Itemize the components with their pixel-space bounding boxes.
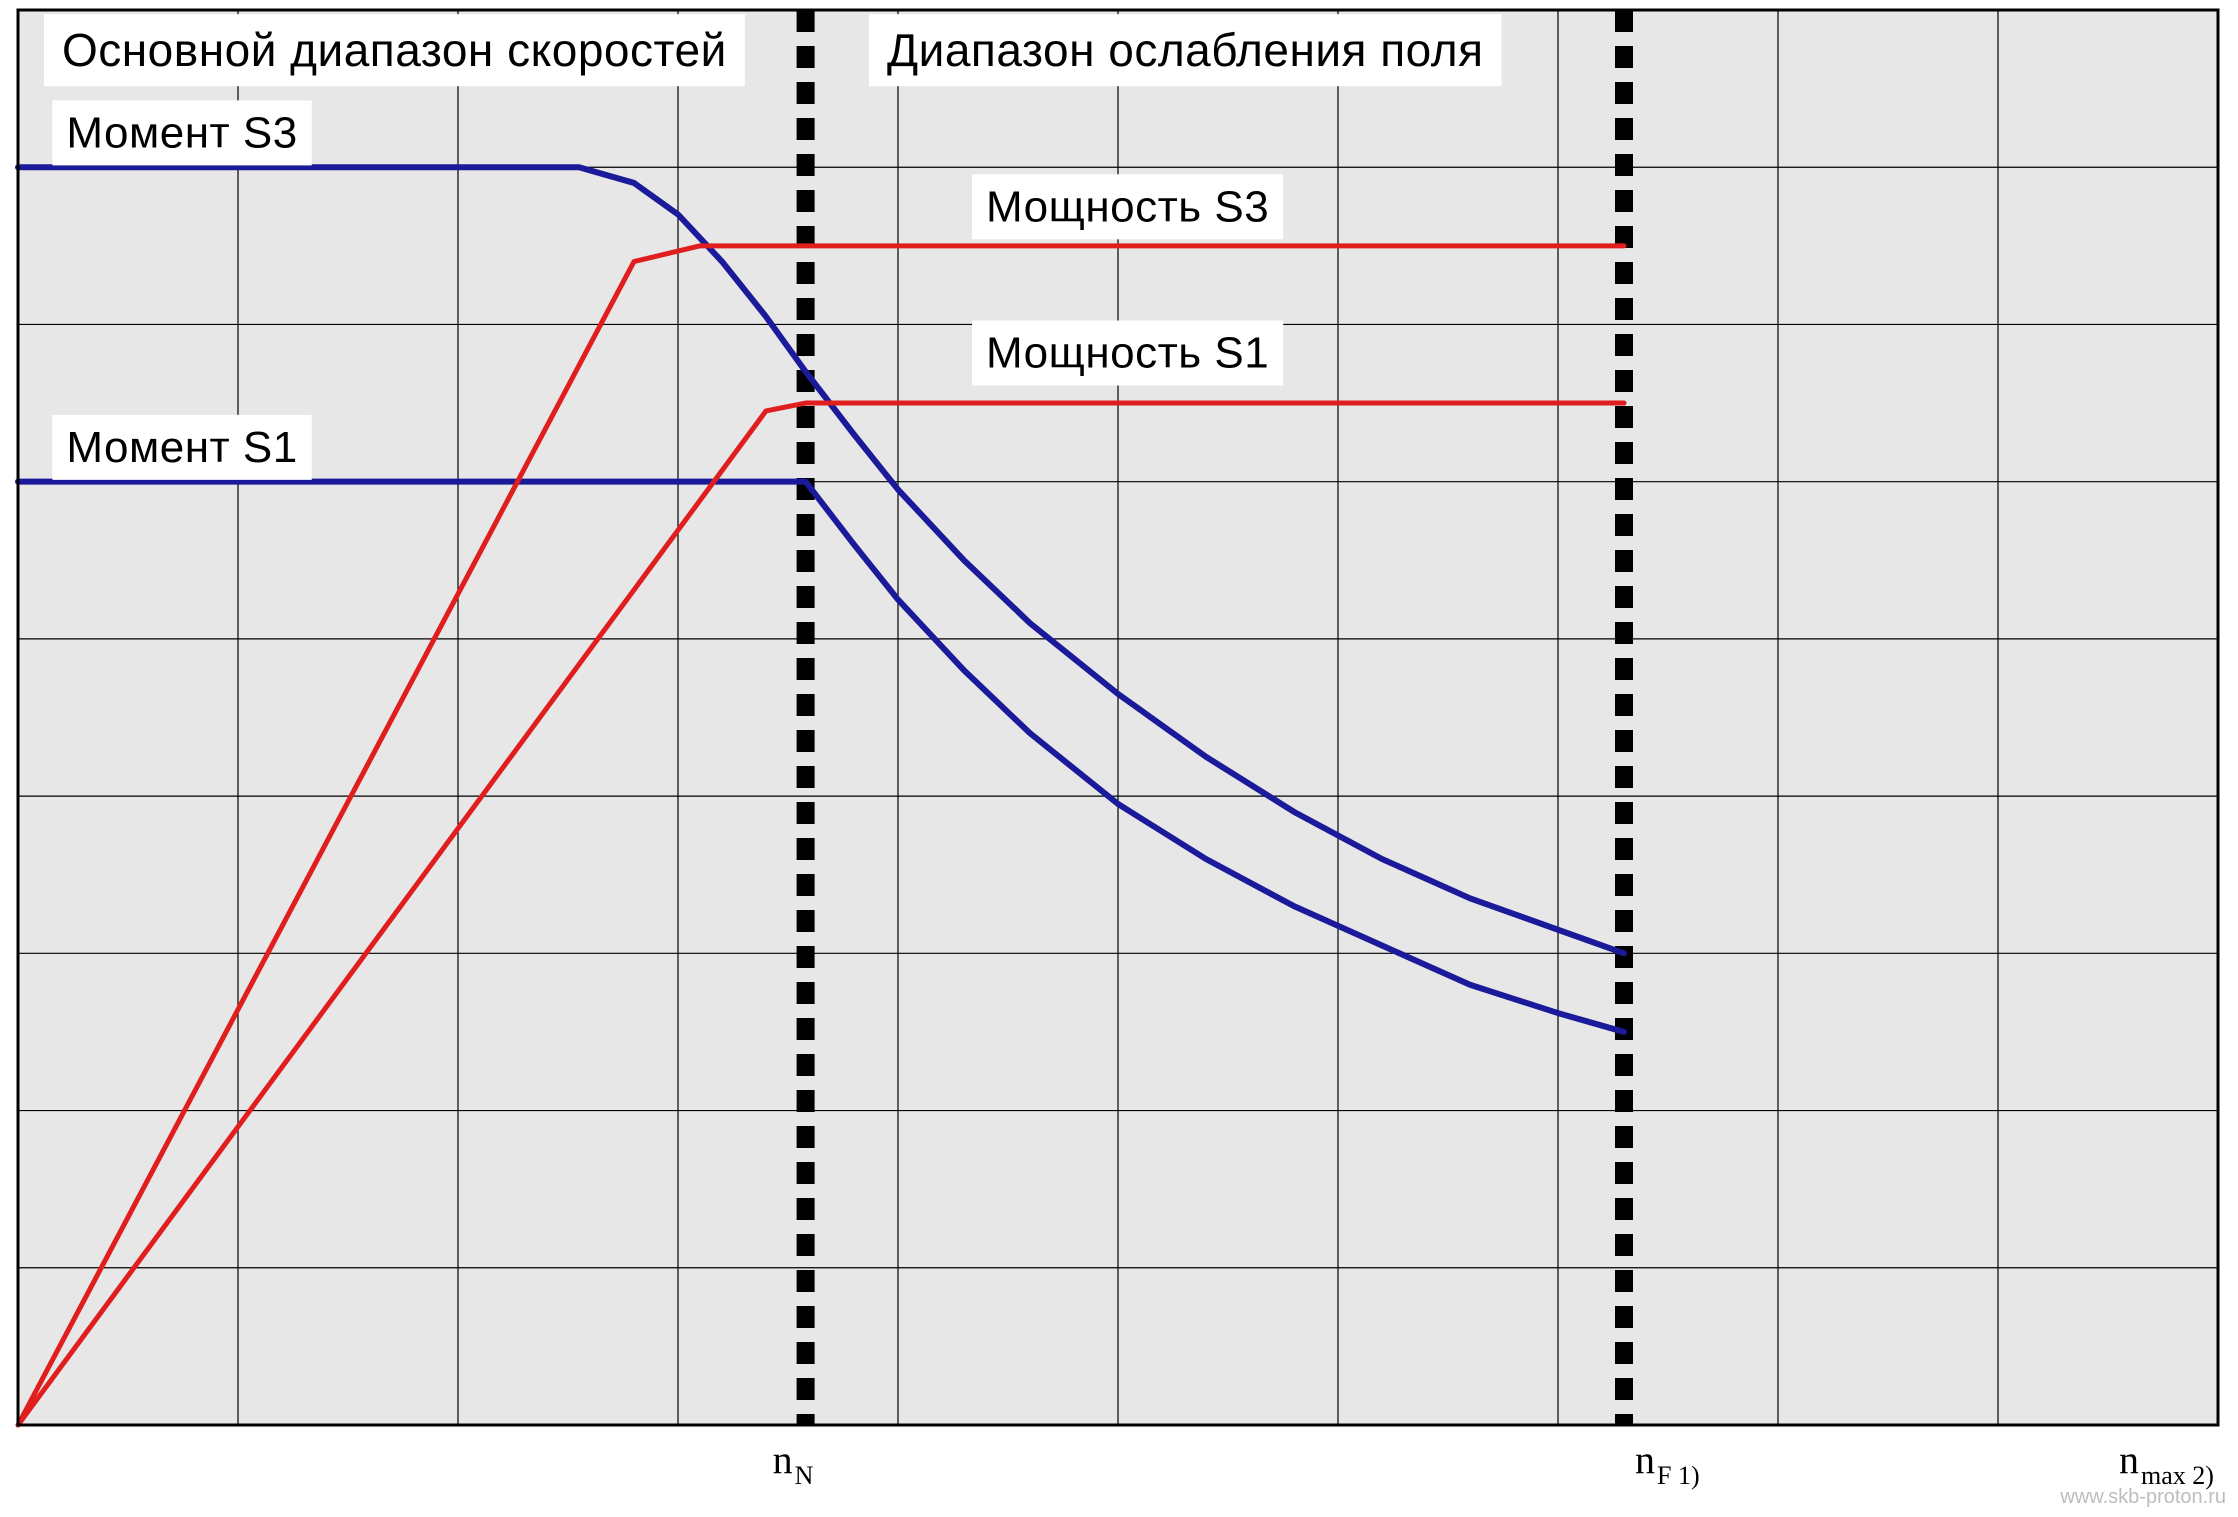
motor-characteristic-chart: Основной диапазон скоростей Диапазон осла…	[0, 0, 2238, 1517]
moment-s3-label: Момент S3	[52, 100, 311, 165]
main-range-title: Основной диапазон скоростей	[44, 14, 745, 86]
n-max-label: nmax 2)	[2119, 1437, 2214, 1490]
n-N-label: nN	[773, 1437, 814, 1490]
moment-s3-label-text: Момент S3	[66, 108, 297, 157]
chart-container: Основной диапазон скоростей Диапазон осла…	[0, 0, 2238, 1517]
main-range-title-text: Основной диапазон скоростей	[62, 24, 727, 76]
weak-range-title-text: Диапазон ослабления поля	[887, 24, 1483, 76]
moment-s1-label-text: Момент S1	[66, 423, 297, 472]
weak-range-title: Диапазон ослабления поля	[869, 14, 1501, 86]
n-F1-label: nF 1)	[1635, 1437, 1700, 1490]
power-s1-label: Мощность S1	[972, 321, 1283, 386]
power-s1-label-text: Мощность S1	[986, 329, 1269, 378]
power-s3-label-text: Мощность S3	[986, 182, 1269, 231]
power-s3-label: Мощность S3	[972, 174, 1283, 239]
n-N-label-text: nN	[773, 1437, 814, 1490]
moment-s1-label: Момент S1	[52, 415, 311, 480]
n-F1-label-text: nF 1)	[1635, 1437, 1700, 1490]
n-max-label-text: nmax 2)	[2119, 1437, 2214, 1490]
watermark: www.skb-proton.ru	[2059, 1486, 2226, 1508]
